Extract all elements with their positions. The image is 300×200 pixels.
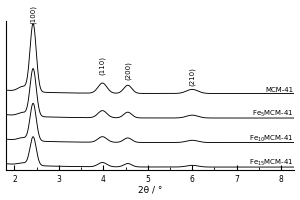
Text: (200): (200) <box>124 61 131 80</box>
Text: (210): (210) <box>189 68 196 86</box>
Text: (100): (100) <box>30 5 36 24</box>
X-axis label: 2θ / °: 2θ / ° <box>138 185 162 194</box>
Text: Fe$_{15}$MCM-41: Fe$_{15}$MCM-41 <box>249 158 294 168</box>
Text: (110): (110) <box>99 56 106 75</box>
Text: Fe$_{10}$MCM-41: Fe$_{10}$MCM-41 <box>249 134 294 144</box>
Text: Fe$_5$MCM-41: Fe$_5$MCM-41 <box>252 109 294 119</box>
Text: MCM-41: MCM-41 <box>266 87 294 93</box>
